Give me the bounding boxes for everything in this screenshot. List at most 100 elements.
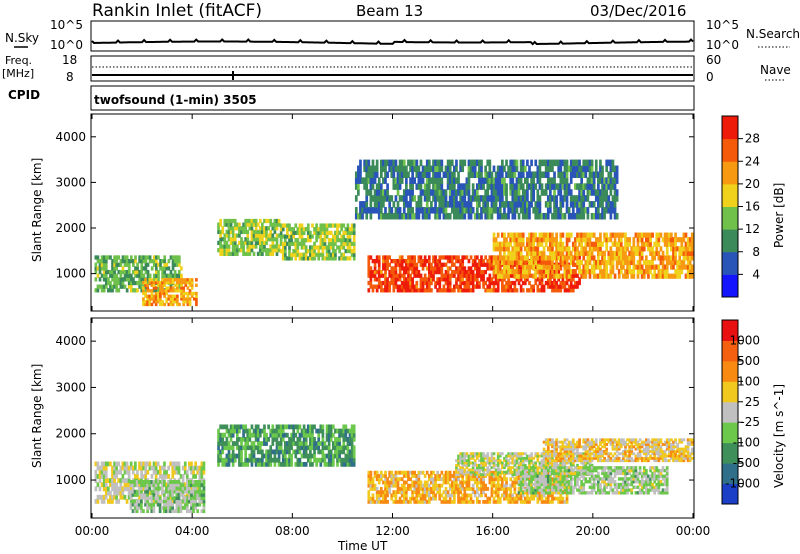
heatmap-cell [651, 232, 654, 238]
heatmap-cell [544, 280, 548, 286]
heatmap-cell [688, 255, 692, 261]
heatmap-cell [281, 449, 285, 455]
heatmap-cell [563, 273, 567, 279]
heatmap-cell [559, 284, 563, 289]
heatmap-cell [250, 233, 254, 238]
heatmap-cell [503, 273, 506, 279]
heatmap-cell [457, 477, 460, 482]
heatmap-cell [555, 246, 558, 252]
heatmap-cell [375, 269, 379, 275]
heatmap-cell [185, 505, 189, 510]
heatmap-cell [430, 490, 433, 495]
heatmap-cell [263, 428, 266, 434]
heatmap-cell [551, 212, 554, 220]
heatmap-cell [379, 171, 383, 178]
heatmap-cell [507, 201, 510, 208]
heatmap-cell [263, 441, 266, 446]
heatmap-cell [298, 424, 302, 430]
heatmap-cell [440, 499, 444, 504]
heatmap-cell [154, 297, 158, 301]
heatmap-cell [327, 245, 331, 250]
heatmap-cell [594, 264, 598, 270]
heatmap-cell [569, 284, 573, 289]
heatmap-cell [136, 273, 139, 278]
heatmap-cell [517, 241, 521, 247]
heatmap-cell [432, 207, 435, 214]
heatmap-cell [588, 159, 592, 167]
heatmap-cell [373, 474, 377, 478]
heatmap-cell [334, 256, 337, 261]
heatmap-cell [532, 189, 536, 196]
heatmap-cell [275, 432, 279, 438]
heatmap-cell [344, 453, 348, 459]
heatmap-cell [488, 255, 492, 260]
heatmap-cell [402, 470, 406, 475]
heatmap-cell [379, 273, 383, 278]
heatmap-cell [402, 288, 406, 293]
heatmap-cell [507, 277, 510, 282]
heatmap-cell [586, 259, 590, 266]
heatmap-cell [459, 212, 462, 220]
noise-right-tick-top: 10^5 [706, 18, 739, 32]
colorbar-segment [722, 183, 738, 207]
heatmap-cell [411, 183, 414, 190]
heatmap-cell [377, 493, 381, 498]
heatmap-cell [350, 436, 354, 442]
heatmap-cell [171, 286, 175, 290]
heatmap-cell [321, 432, 325, 438]
heatmap-cell [421, 490, 425, 495]
heatmap-cell [146, 493, 149, 497]
heatmap-cell [453, 183, 456, 190]
heatmap-cell [688, 269, 692, 275]
heatmap-cell [302, 252, 306, 257]
heatmap-cell [549, 165, 552, 173]
heatmap-cell [235, 436, 239, 442]
heatmap-cell [480, 262, 483, 267]
heatmap-cell [536, 264, 540, 270]
heatmap-cell [584, 259, 588, 266]
heatmap-cell [156, 280, 160, 285]
heatmap-cell [148, 483, 152, 488]
heatmap-cell [127, 494, 131, 500]
heatmap-cell [622, 250, 625, 256]
heatmap-cell [465, 269, 469, 275]
heatmap-cell [496, 195, 500, 202]
heatmap-cell [459, 277, 462, 282]
heatmap-cell [482, 183, 485, 190]
heatmap-cell [288, 449, 291, 455]
heatmap-cell [555, 250, 558, 256]
heatmap-cell [532, 237, 536, 243]
heatmap-cell [386, 171, 389, 178]
heatmap-cell [423, 189, 427, 196]
heatmap-cell [413, 284, 417, 289]
heatmap-cell [613, 177, 617, 184]
heatmap-cell [188, 302, 192, 307]
heatmap-cell [509, 280, 513, 286]
heatmap-cell [373, 207, 377, 214]
heatmap-cell [505, 269, 508, 275]
heatmap-cell [515, 250, 519, 256]
heatmap-cell [480, 212, 483, 220]
heatmap-cell [498, 250, 502, 256]
heatmap-cell [557, 241, 561, 247]
heatmap-cell [674, 269, 677, 275]
heatmap-cell [302, 230, 306, 235]
heatmap-cell [609, 165, 613, 173]
heatmap-cell [102, 273, 106, 278]
heatmap-cell [590, 177, 594, 184]
heatmap-cell [217, 428, 220, 434]
heatmap-cell [492, 201, 496, 208]
heatmap-cell [390, 493, 394, 498]
heatmap-cell [390, 480, 394, 485]
heatmap-cell [448, 195, 452, 202]
heatmap-cell [281, 245, 285, 250]
heatmap-cell [551, 288, 554, 293]
heatmap-cell [117, 255, 121, 260]
heatmap-cell [421, 496, 425, 501]
heatmap-cell [603, 189, 606, 196]
heatmap-cell [565, 288, 569, 293]
freq-right-tick-top: 60 [706, 53, 721, 67]
heatmap-cell [599, 165, 602, 173]
heatmap-cell [334, 453, 337, 459]
heatmap-cell [127, 478, 131, 483]
